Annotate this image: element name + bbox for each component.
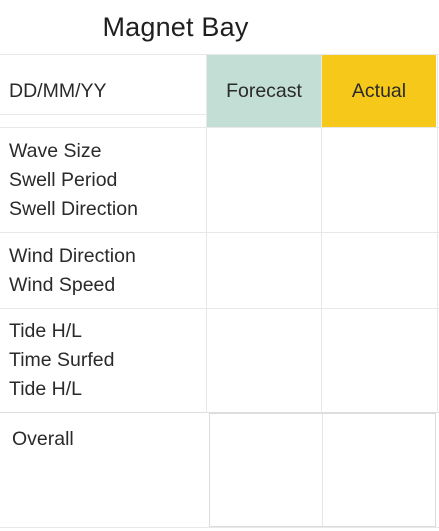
page-title: Magnet Bay bbox=[102, 11, 249, 42]
grid-line-header-under bbox=[0, 114, 207, 115]
overall-rating-box bbox=[209, 413, 436, 527]
row-label-swell: Wave Size Swell Period Swell Direction bbox=[9, 137, 138, 224]
row-label-line: Overall bbox=[12, 428, 74, 450]
grid-line-col-actual bbox=[321, 54, 322, 413]
grid-line-top bbox=[0, 54, 439, 55]
grid-line-col-forecast bbox=[206, 54, 207, 413]
row-label-wind: Wind Direction Wind Speed bbox=[9, 242, 136, 300]
grid-line-bottom bbox=[0, 527, 439, 528]
row-label-line: Time Surfed bbox=[9, 349, 115, 371]
row-label-line: Wave Size bbox=[9, 140, 102, 162]
forecast-column-header: Forecast bbox=[207, 55, 321, 127]
row-label-line: Wind Direction bbox=[9, 245, 136, 267]
row-label-line: Tide H/L bbox=[9, 378, 82, 400]
overall-box-divider bbox=[322, 414, 323, 526]
date-format-label: DD/MM/YY bbox=[9, 80, 107, 102]
grid-line-row3-bottom bbox=[0, 412, 439, 413]
row-label-line: Swell Direction bbox=[9, 198, 138, 220]
grid-line-header-bottom bbox=[0, 127, 439, 128]
row-label-line: Wind Speed bbox=[9, 274, 116, 296]
row-label-tide: Tide H/L Time Surfed Tide H/L bbox=[9, 317, 114, 404]
grid-line-row1-bottom bbox=[0, 232, 439, 233]
grid-line-right bbox=[437, 54, 438, 413]
actual-column-header: Actual bbox=[322, 55, 436, 127]
grid-line-row2-bottom bbox=[0, 308, 439, 309]
row-label-overall: Overall bbox=[12, 425, 74, 454]
row-label-line: Swell Period bbox=[9, 169, 118, 191]
row-label-line: Tide H/L bbox=[9, 320, 82, 342]
